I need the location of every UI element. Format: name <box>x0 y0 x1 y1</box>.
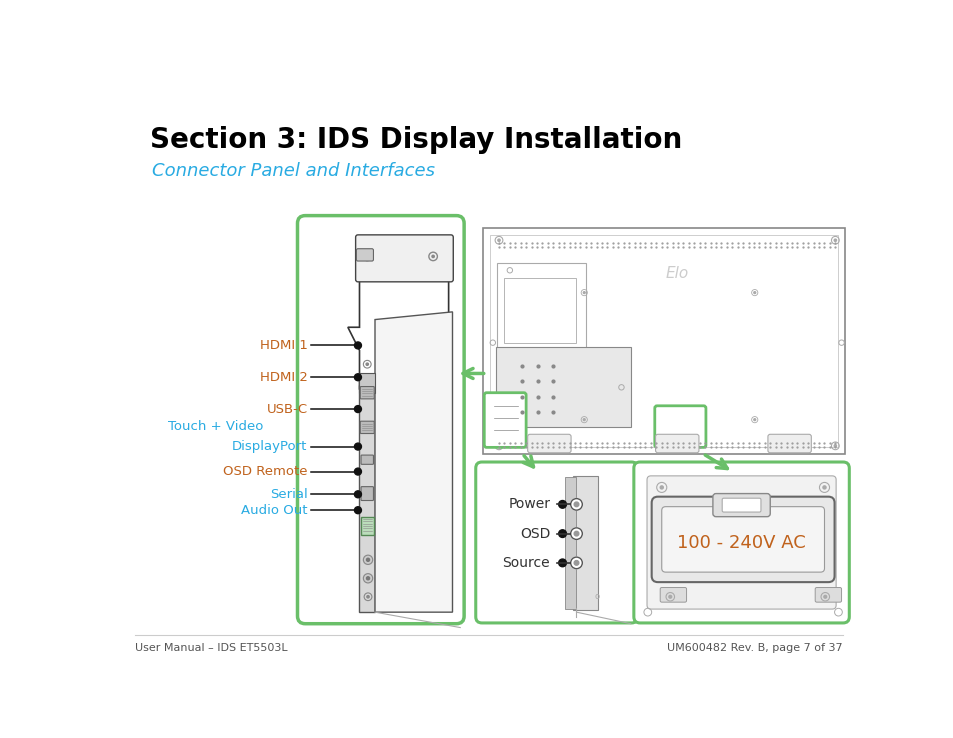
Circle shape <box>432 255 434 258</box>
Circle shape <box>355 373 361 381</box>
Circle shape <box>570 557 581 569</box>
Text: DisplayPort: DisplayPort <box>232 440 307 453</box>
FancyBboxPatch shape <box>355 235 453 282</box>
Circle shape <box>366 363 368 365</box>
Circle shape <box>355 342 361 349</box>
FancyBboxPatch shape <box>661 507 823 572</box>
Circle shape <box>355 507 361 514</box>
Circle shape <box>366 255 368 258</box>
Circle shape <box>366 558 369 562</box>
FancyBboxPatch shape <box>360 387 374 399</box>
Circle shape <box>582 292 584 294</box>
Text: Touch + Video: Touch + Video <box>168 420 263 433</box>
Circle shape <box>355 491 361 497</box>
Circle shape <box>558 530 566 537</box>
FancyBboxPatch shape <box>573 476 598 610</box>
Text: Serial: Serial <box>270 488 307 501</box>
Circle shape <box>833 445 836 447</box>
Text: HDMI 1: HDMI 1 <box>259 339 307 352</box>
FancyBboxPatch shape <box>360 455 373 464</box>
Text: Source: Source <box>502 556 550 570</box>
Circle shape <box>366 576 369 580</box>
Polygon shape <box>359 385 375 612</box>
Circle shape <box>570 499 581 510</box>
Text: Connector Panel and Interfaces: Connector Panel and Interfaces <box>152 162 435 180</box>
FancyBboxPatch shape <box>564 477 575 609</box>
Text: OSD Remote: OSD Remote <box>223 465 307 478</box>
Circle shape <box>833 239 836 241</box>
FancyBboxPatch shape <box>360 517 374 535</box>
Circle shape <box>363 555 373 565</box>
Circle shape <box>574 561 578 565</box>
Circle shape <box>497 239 499 241</box>
Circle shape <box>753 292 755 294</box>
FancyBboxPatch shape <box>651 497 834 582</box>
Text: UM600482 Rev. B, page 7 of 37: UM600482 Rev. B, page 7 of 37 <box>667 643 842 653</box>
Circle shape <box>558 559 566 567</box>
Circle shape <box>668 596 671 598</box>
Text: USB-C: USB-C <box>266 402 307 415</box>
Circle shape <box>823 596 826 598</box>
Text: OSD: OSD <box>519 527 550 541</box>
Circle shape <box>367 596 369 598</box>
FancyBboxPatch shape <box>484 393 525 447</box>
FancyBboxPatch shape <box>815 587 841 602</box>
FancyBboxPatch shape <box>767 434 810 453</box>
FancyBboxPatch shape <box>496 348 630 427</box>
FancyBboxPatch shape <box>360 486 373 500</box>
Circle shape <box>355 406 361 413</box>
Text: HDMI 2: HDMI 2 <box>259 370 307 384</box>
Polygon shape <box>359 373 375 393</box>
Circle shape <box>574 502 578 507</box>
FancyBboxPatch shape <box>356 249 373 261</box>
Text: Elo: Elo <box>665 266 688 280</box>
FancyBboxPatch shape <box>503 278 576 342</box>
FancyBboxPatch shape <box>476 462 637 623</box>
Circle shape <box>753 418 755 421</box>
Circle shape <box>582 418 584 421</box>
Text: Power: Power <box>508 497 550 511</box>
Circle shape <box>574 531 578 536</box>
Circle shape <box>355 443 361 450</box>
Circle shape <box>570 528 581 539</box>
FancyBboxPatch shape <box>633 462 848 623</box>
FancyBboxPatch shape <box>655 434 699 453</box>
FancyBboxPatch shape <box>721 498 760 512</box>
Text: Section 3: IDS Display Installation: Section 3: IDS Display Installation <box>150 125 681 154</box>
Circle shape <box>558 500 566 508</box>
FancyBboxPatch shape <box>497 263 585 385</box>
FancyBboxPatch shape <box>490 235 837 447</box>
FancyBboxPatch shape <box>360 421 374 433</box>
FancyBboxPatch shape <box>712 494 769 517</box>
Text: User Manual – IDS ET5503L: User Manual – IDS ET5503L <box>134 643 287 653</box>
Text: o: o <box>594 593 598 601</box>
Text: Audio Out: Audio Out <box>241 504 307 517</box>
Polygon shape <box>375 312 452 612</box>
FancyBboxPatch shape <box>646 476 835 609</box>
FancyBboxPatch shape <box>527 434 571 453</box>
Circle shape <box>822 486 825 489</box>
FancyBboxPatch shape <box>483 228 843 455</box>
Circle shape <box>497 445 499 447</box>
FancyBboxPatch shape <box>654 406 705 447</box>
Circle shape <box>659 486 662 489</box>
Circle shape <box>355 468 361 475</box>
Text: 100 - 240V AC: 100 - 240V AC <box>677 534 805 552</box>
Polygon shape <box>348 238 448 389</box>
FancyBboxPatch shape <box>659 587 686 602</box>
Circle shape <box>363 573 373 583</box>
FancyBboxPatch shape <box>297 215 464 624</box>
